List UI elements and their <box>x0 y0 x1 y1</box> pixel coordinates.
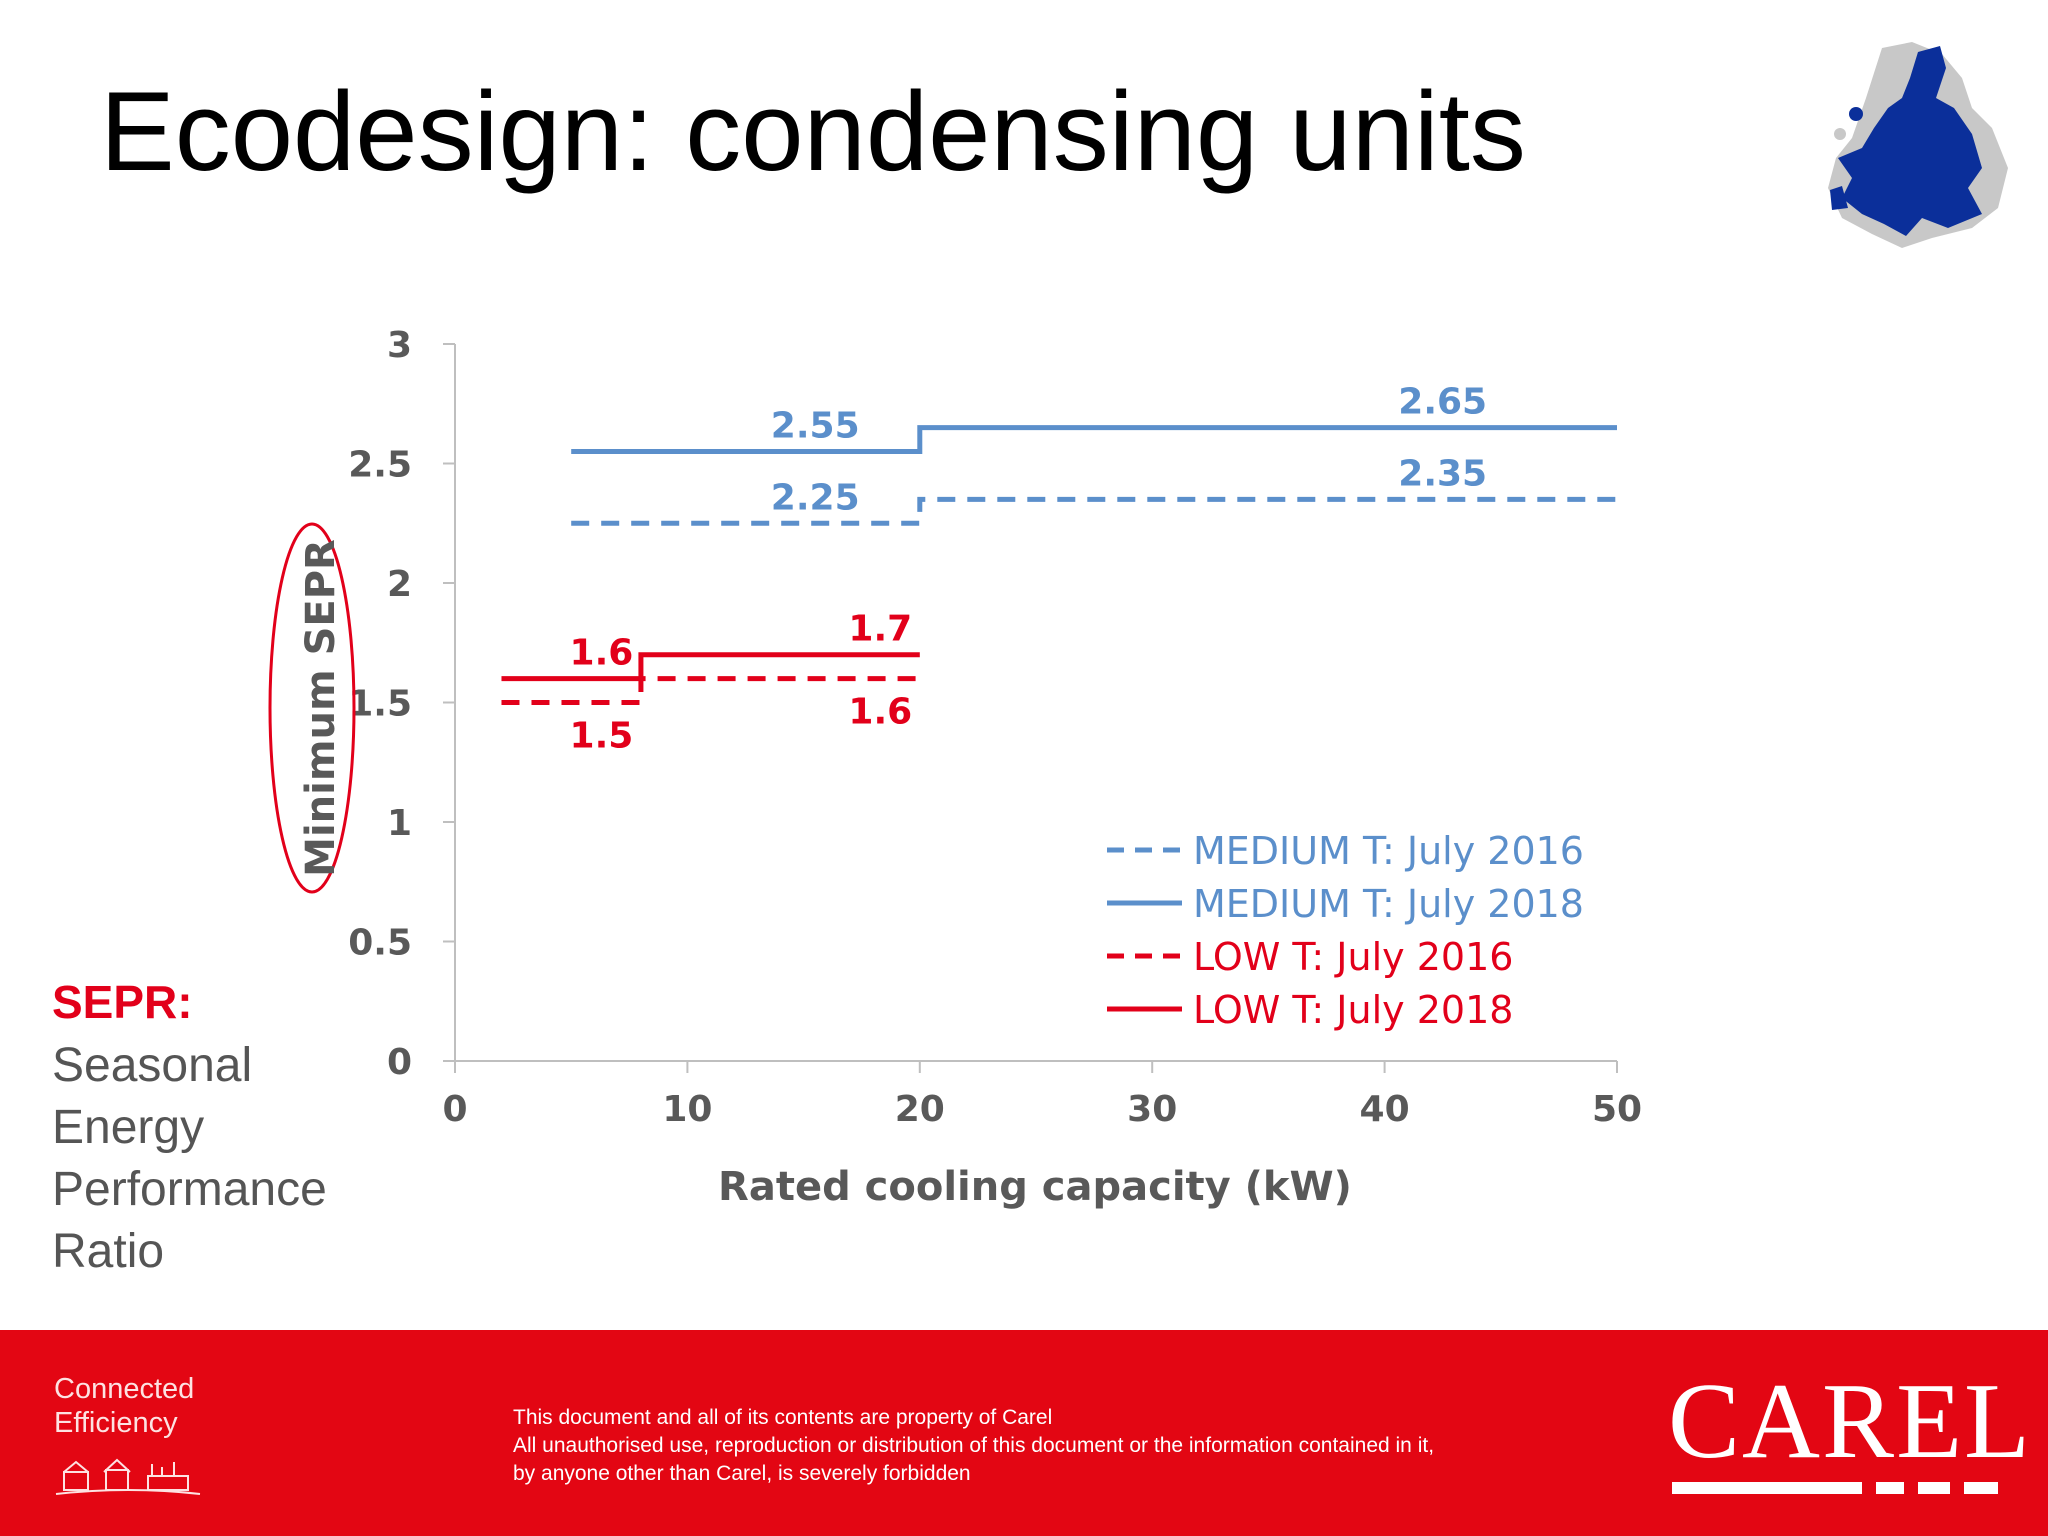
eu-map-icon <box>1822 38 2012 268</box>
ylabel-highlight-ellipse <box>268 522 356 894</box>
x-tick-label: 20 <box>895 1089 945 1130</box>
y-axis-label: Minimum SEPR <box>298 539 344 877</box>
sepr-line: Seasonal <box>52 1039 253 1092</box>
x-tick-label: 0 <box>442 1089 467 1130</box>
y-tick-label: 1 <box>387 803 412 844</box>
footer-bar: Connected Efficiency This document and a… <box>0 1330 2048 1536</box>
legend-label: MEDIUM T: July 2016 <box>1193 829 1584 873</box>
data-label: 2.25 <box>771 477 860 518</box>
y-tick-label: 2 <box>387 564 412 605</box>
data-label: 2.55 <box>771 406 860 447</box>
page-title: Ecodesign: condensing units <box>100 69 1526 194</box>
series-line-3 <box>501 652 920 682</box>
series-line-1 <box>571 425 1617 455</box>
series-line-2 <box>501 676 920 705</box>
tagline: Connected Efficiency <box>54 1372 194 1440</box>
disclaimer-line: by anyone other than Carel, is severely … <box>513 1462 971 1485</box>
legend-label: LOW T: July 2016 <box>1193 935 1513 979</box>
x-tick-label: 40 <box>1360 1089 1410 1130</box>
legend-label: MEDIUM T: July 2018 <box>1193 882 1584 926</box>
y-tick-label: 3 <box>387 325 412 366</box>
y-tick-label: 0 <box>387 1042 412 1083</box>
x-tick-label: 10 <box>662 1089 712 1130</box>
sepr-line: Performance <box>52 1163 327 1216</box>
disclaimer: This document and all of its contents ar… <box>513 1404 1434 1488</box>
x-tick-label: 50 <box>1592 1089 1642 1130</box>
buildings-icon <box>55 1458 201 1495</box>
data-label: 1.6 <box>848 692 912 733</box>
y-tick-label: 2.5 <box>348 445 412 486</box>
legend-label: LOW T: July 2018 <box>1193 988 1513 1032</box>
disclaimer-line: This document and all of its contents ar… <box>513 1406 1053 1429</box>
data-label: 1.6 <box>570 633 634 674</box>
sepr-definition: SEPR: Seasonal Energy Performance Ratio <box>52 975 327 1283</box>
x-tick-label: 30 <box>1127 1089 1177 1130</box>
data-label: 2.35 <box>1398 453 1487 494</box>
x-axis-label: Rated cooling capacity (kW) <box>718 1164 1352 1210</box>
disclaimer-line: All unauthorised use, reproduction or di… <box>513 1434 1435 1457</box>
y-tick-label: 0.5 <box>348 923 412 964</box>
data-label: 2.65 <box>1398 382 1487 423</box>
y-tick-label: 1.5 <box>348 684 412 725</box>
sepr-line: Energy <box>52 1101 205 1154</box>
tagline-line: Efficiency <box>54 1407 178 1439</box>
data-label: 1.5 <box>570 716 634 757</box>
sepr-line: Ratio <box>52 1225 165 1278</box>
carel-logo-bars <box>1672 1482 1998 1494</box>
sepr-heading: SEPR: <box>52 976 193 1028</box>
tagline-line: Connected <box>54 1373 195 1405</box>
carel-logo: CAREL <box>1668 1362 2033 1481</box>
sepr-chart: 00.511.522.530 10 20 30 40 50 2.252.352.552.6… <box>268 325 1642 1210</box>
series-line-0 <box>571 496 1617 526</box>
data-label: 1.7 <box>848 609 912 650</box>
